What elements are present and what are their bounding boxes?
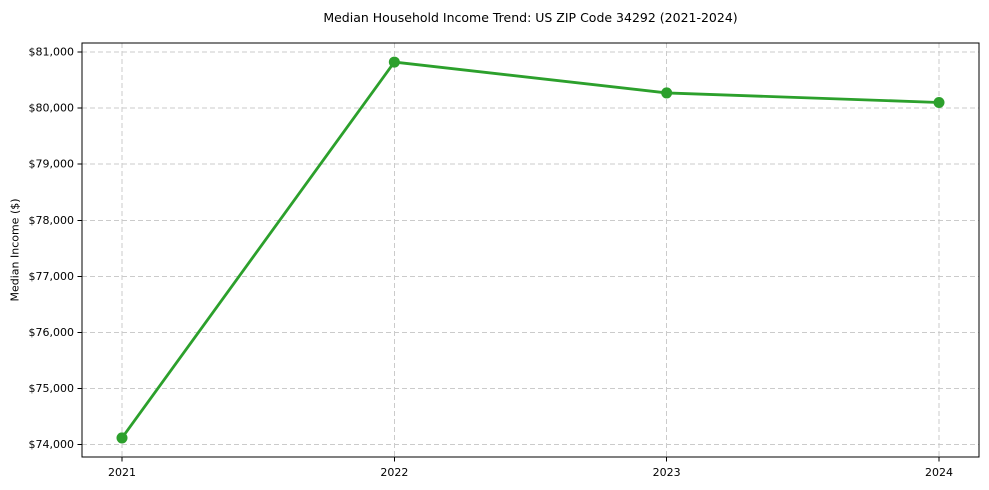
data-point-2021 bbox=[116, 432, 128, 444]
data-point-2024 bbox=[933, 96, 945, 108]
axes-frame bbox=[81, 42, 980, 458]
y-tick-label: $76,000 bbox=[29, 326, 75, 339]
y-tick-label: $79,000 bbox=[29, 158, 75, 171]
x-tick-label: 2024 bbox=[925, 466, 953, 479]
series-line bbox=[120, 60, 941, 440]
chart-title: Median Household Income Trend: US ZIP Co… bbox=[323, 10, 738, 25]
y-tick-label: $77,000 bbox=[29, 270, 75, 283]
x-tick-label: 2021 bbox=[108, 466, 136, 479]
x-tick-label: 2023 bbox=[653, 466, 681, 479]
y-tick-label: $78,000 bbox=[29, 214, 75, 227]
y-tick-label: $80,000 bbox=[29, 102, 75, 115]
y-tick-label: $74,000 bbox=[29, 438, 75, 451]
y-tick-label: $81,000 bbox=[29, 45, 75, 58]
x-tick-label: 2022 bbox=[380, 466, 408, 479]
data-point-2023 bbox=[661, 87, 673, 99]
y-tick-label: $75,000 bbox=[29, 382, 75, 395]
data-point-2022 bbox=[388, 56, 400, 68]
